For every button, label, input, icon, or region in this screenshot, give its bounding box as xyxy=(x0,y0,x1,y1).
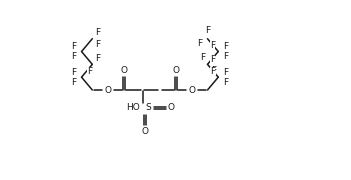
Text: O: O xyxy=(172,66,179,75)
Text: F: F xyxy=(224,68,229,77)
Text: F: F xyxy=(95,28,100,37)
Text: F: F xyxy=(211,66,216,75)
Text: F: F xyxy=(95,40,100,49)
Text: F: F xyxy=(210,55,215,64)
Text: F: F xyxy=(224,78,229,87)
Text: S: S xyxy=(145,103,151,112)
Text: F: F xyxy=(71,78,76,87)
Text: F: F xyxy=(224,52,229,61)
Text: F: F xyxy=(205,26,210,35)
Text: F: F xyxy=(224,42,229,51)
Text: F: F xyxy=(87,67,92,76)
Text: HO: HO xyxy=(126,103,140,112)
Text: F: F xyxy=(210,41,215,50)
Text: O: O xyxy=(188,86,195,94)
Text: F: F xyxy=(200,53,205,62)
Text: F: F xyxy=(197,39,202,48)
Text: F: F xyxy=(71,52,76,61)
Text: O: O xyxy=(167,103,174,112)
Text: F: F xyxy=(95,54,100,63)
Text: F: F xyxy=(71,42,76,51)
Text: F: F xyxy=(210,67,215,76)
Text: O: O xyxy=(142,127,149,136)
Text: O: O xyxy=(120,66,127,75)
Text: F: F xyxy=(71,68,76,77)
Text: O: O xyxy=(105,86,112,94)
